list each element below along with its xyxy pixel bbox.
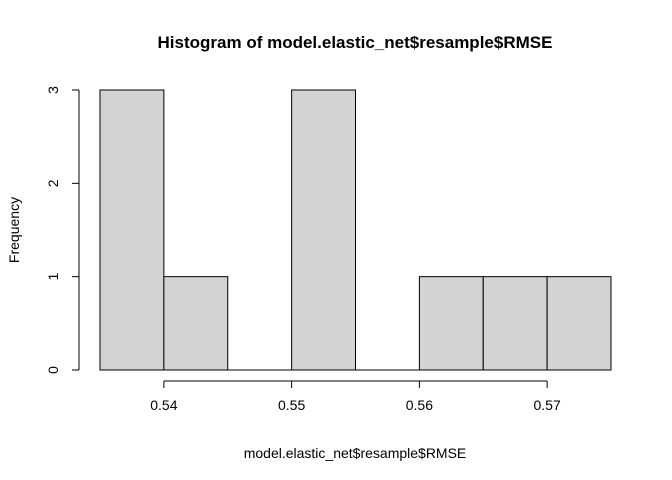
- x-axis-label: model.elastic_net$resample$RMSE: [244, 445, 467, 461]
- histogram-bar-0: [99, 89, 165, 371]
- histogram-bar-3: [291, 89, 356, 371]
- y-tick-label: 3: [45, 86, 61, 94]
- histogram-bar-5: [418, 276, 484, 371]
- x-tick-label: 0.54: [150, 397, 177, 413]
- x-tick-label: 0.55: [278, 397, 305, 413]
- y-tick-label: 2: [45, 179, 61, 187]
- y-tick-label: 1: [45, 273, 61, 281]
- y-tick-label: 0: [45, 366, 61, 374]
- bars-group: [99, 89, 612, 371]
- histogram-bar-6: [482, 276, 548, 371]
- x-tick-label: 0.56: [406, 397, 433, 413]
- x-axis: 0.54 0.55 0.56 0.57: [150, 380, 561, 413]
- y-axis: 0 1 2 3: [45, 86, 80, 374]
- x-tick-label: 0.57: [534, 397, 561, 413]
- histogram-bar-1: [163, 276, 229, 371]
- y-axis-label: Frequency: [6, 197, 22, 263]
- histogram-bar-7: [546, 276, 612, 371]
- chart-title: Histogram of model.elastic_net$resample$…: [158, 33, 553, 52]
